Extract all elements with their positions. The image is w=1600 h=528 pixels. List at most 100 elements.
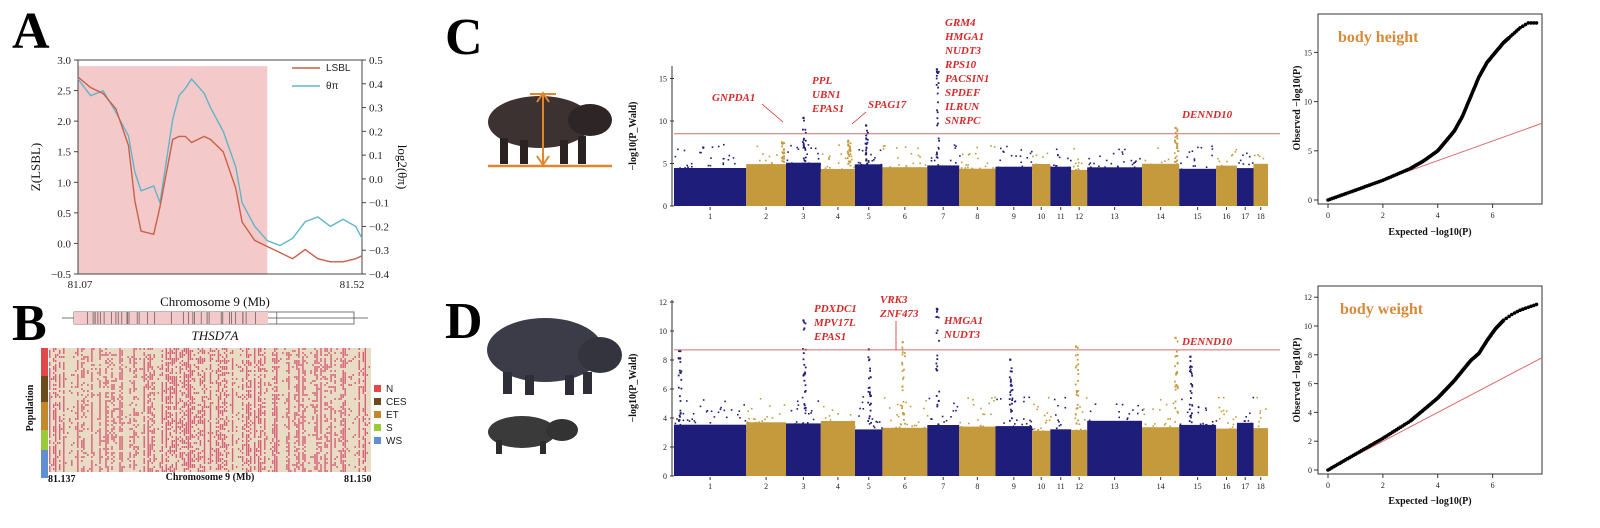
allele-cell bbox=[167, 422, 169, 424]
snp-point bbox=[919, 162, 921, 165]
allele-cell bbox=[239, 370, 242, 372]
allele-cell bbox=[219, 354, 222, 356]
allele-cell bbox=[217, 352, 220, 354]
allele-cell bbox=[181, 464, 184, 466]
allele-cell bbox=[53, 410, 55, 412]
allele-cell bbox=[334, 440, 336, 442]
allele-cell bbox=[183, 362, 186, 364]
allele-cell bbox=[105, 438, 107, 440]
allele-cell bbox=[320, 426, 322, 428]
allele-cell bbox=[107, 440, 109, 442]
allele-cell bbox=[316, 356, 318, 358]
allele-cell bbox=[175, 388, 177, 390]
snp-band bbox=[1179, 168, 1217, 206]
allele-cell bbox=[225, 436, 228, 438]
allele-cell bbox=[358, 364, 360, 366]
allele-cell bbox=[217, 420, 220, 422]
allele-cell bbox=[55, 452, 57, 454]
allele-cell bbox=[165, 348, 167, 350]
allele-cell bbox=[274, 420, 276, 422]
y-tick-label: 3.0 bbox=[57, 55, 71, 67]
allele-cell bbox=[338, 440, 340, 442]
allele-cell bbox=[314, 458, 316, 460]
allele-cell bbox=[167, 366, 169, 368]
allele-cell bbox=[231, 442, 234, 444]
allele-cell bbox=[320, 436, 322, 438]
allele-cell bbox=[330, 450, 332, 452]
allele-cell bbox=[175, 406, 177, 408]
allele-cell bbox=[286, 400, 288, 402]
allele-cell bbox=[107, 430, 109, 432]
allele-cell bbox=[55, 426, 57, 428]
allele-cell bbox=[141, 376, 143, 378]
allele-cell bbox=[169, 408, 171, 410]
allele-cell bbox=[288, 382, 290, 384]
allele-cell bbox=[171, 386, 173, 388]
allele-cell bbox=[191, 358, 194, 360]
allele-cell bbox=[187, 370, 190, 372]
allele-cell bbox=[219, 366, 222, 368]
allele-cell bbox=[105, 466, 107, 468]
allele-cell bbox=[268, 384, 270, 386]
snp-point bbox=[1035, 163, 1038, 165]
snp-point bbox=[715, 428, 718, 430]
snp-point bbox=[707, 164, 710, 167]
allele-cell bbox=[250, 370, 252, 372]
snp-point bbox=[951, 170, 954, 173]
allele-cell bbox=[320, 464, 322, 466]
allele-cell bbox=[358, 398, 360, 400]
allele-cell bbox=[153, 422, 155, 424]
allele-cell bbox=[143, 364, 145, 366]
snp-point bbox=[861, 168, 864, 170]
allele-cell bbox=[165, 444, 167, 446]
snp-point bbox=[1106, 169, 1109, 172]
snp-point bbox=[722, 170, 724, 173]
allele-cell bbox=[81, 470, 83, 472]
allele-cell bbox=[254, 426, 256, 428]
peak-point bbox=[803, 119, 805, 122]
allele-cell bbox=[59, 468, 61, 470]
snp-point bbox=[744, 170, 746, 173]
allele-cell bbox=[113, 452, 115, 454]
peak-point bbox=[678, 419, 681, 422]
allele-cell bbox=[358, 426, 360, 428]
allele-cell bbox=[85, 396, 87, 398]
allele-cell bbox=[246, 398, 248, 400]
allele-cell bbox=[143, 446, 145, 448]
snp-point bbox=[919, 167, 921, 169]
allele-cell bbox=[324, 402, 326, 404]
left-y-ticks: 3.02.52.01.51.00.50.0−0.5 bbox=[51, 55, 78, 281]
allele-cell bbox=[274, 454, 276, 456]
allele-cell bbox=[340, 458, 342, 460]
allele-cell bbox=[296, 436, 298, 438]
allele-cell bbox=[320, 400, 322, 402]
peak-point bbox=[783, 151, 786, 154]
allele-cell bbox=[302, 464, 304, 466]
allele-cell bbox=[81, 362, 83, 364]
allele-cell bbox=[318, 452, 320, 454]
allele-cell bbox=[77, 352, 79, 354]
allele-cell bbox=[107, 468, 109, 470]
allele-cell bbox=[83, 428, 85, 430]
allele-cell bbox=[362, 374, 364, 376]
peak-point bbox=[1176, 128, 1179, 131]
snp-point bbox=[977, 157, 979, 160]
allele-cell bbox=[153, 388, 155, 390]
allele-cell bbox=[201, 348, 204, 350]
allele-cell bbox=[209, 422, 212, 424]
allele-cell bbox=[312, 400, 314, 402]
allele-cell bbox=[143, 386, 145, 388]
allele-cell bbox=[75, 426, 77, 428]
snp-point bbox=[808, 162, 810, 164]
allele-cell bbox=[145, 374, 147, 376]
allele-cell bbox=[83, 442, 85, 444]
allele-cell bbox=[312, 418, 314, 420]
allele-cell bbox=[167, 378, 169, 380]
snp-point bbox=[761, 425, 763, 428]
allele-cell bbox=[197, 448, 200, 450]
snp-point bbox=[956, 169, 958, 172]
allele-cell bbox=[217, 376, 220, 378]
allele-cell bbox=[330, 444, 332, 446]
trait-title: body height bbox=[1338, 29, 1419, 46]
qq-points bbox=[1326, 21, 1539, 202]
